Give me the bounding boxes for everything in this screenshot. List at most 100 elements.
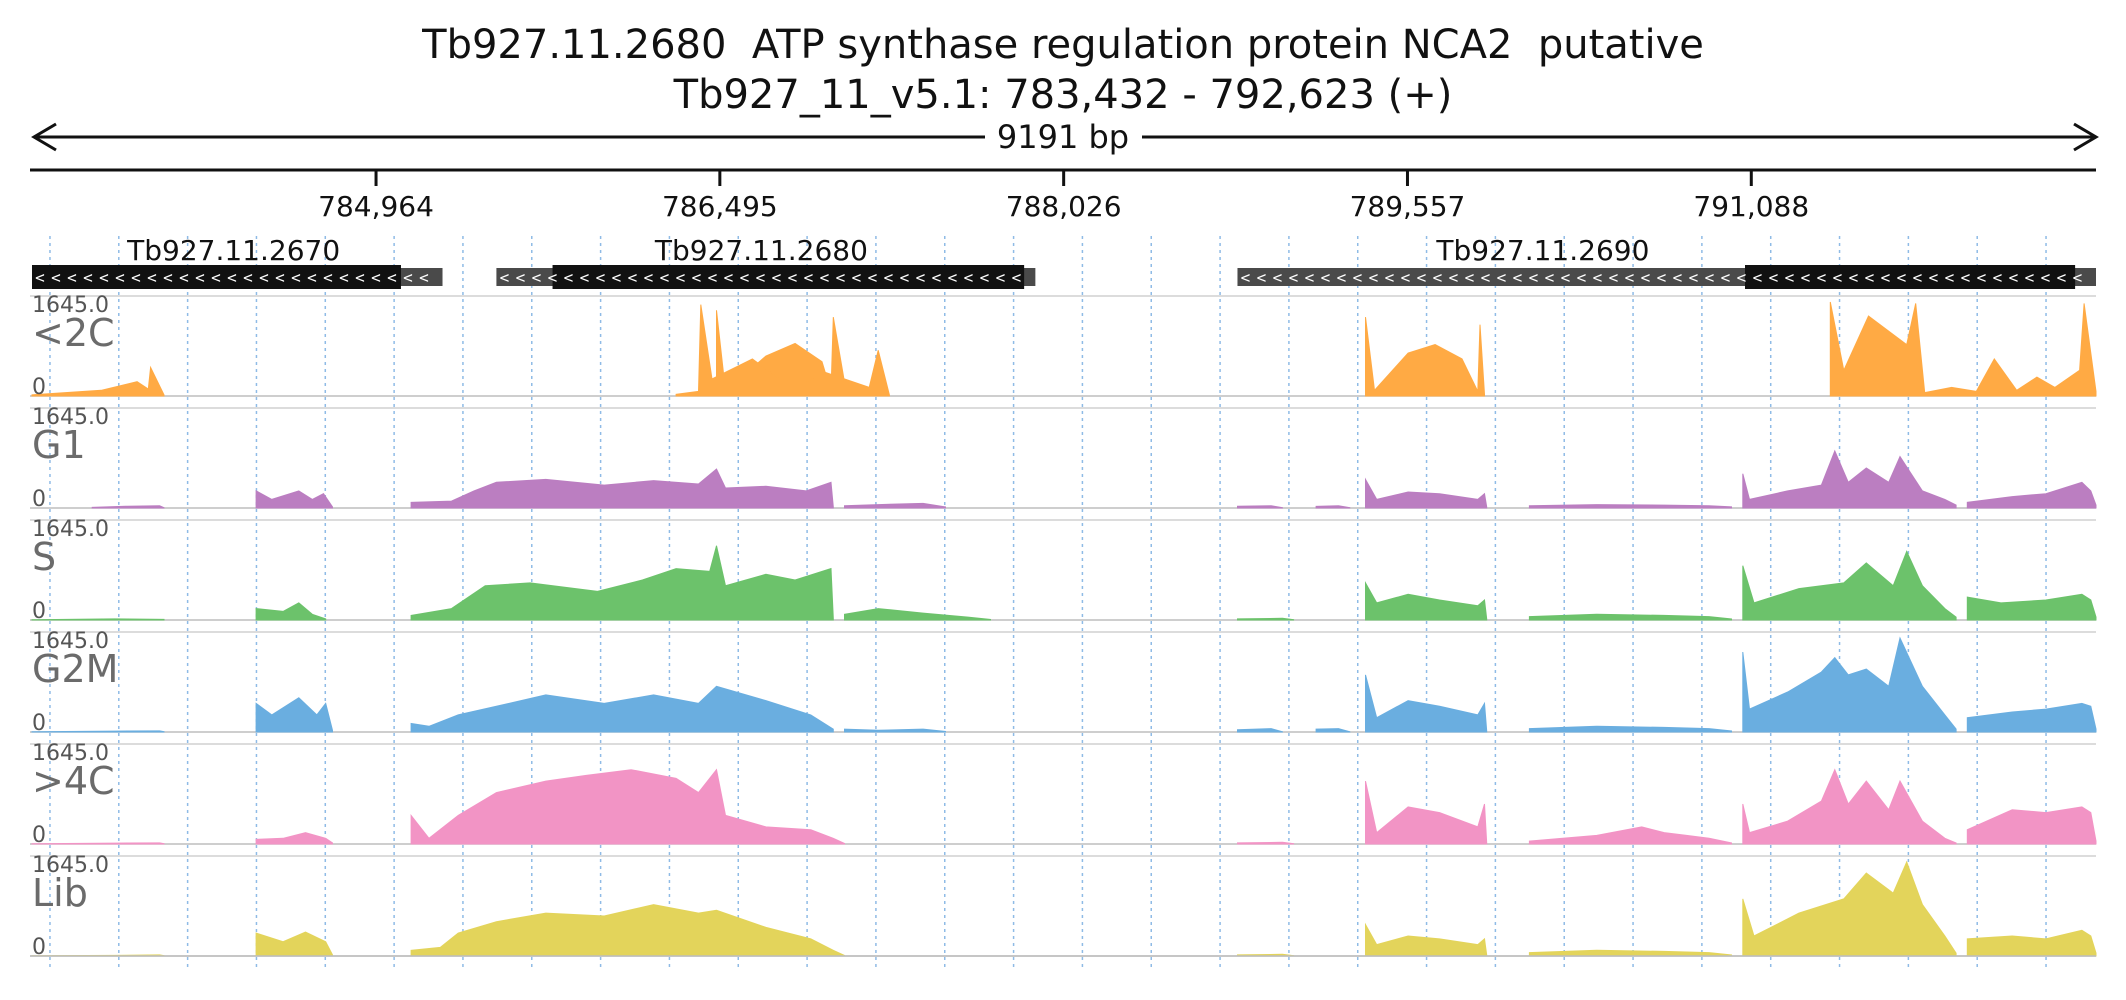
gene-track: < < < < < < < < < < < < < < < < < < < < < < < < <Tb927.11.2670< <… [32, 234, 2096, 289]
track-name: >4C [32, 759, 115, 803]
track-5: 1645.0 0 Lib [30, 853, 2097, 960]
gene-label: Tb927.11.2670 [126, 234, 340, 267]
coverage-area [410, 545, 834, 621]
strand-arrow: < [259, 268, 269, 287]
strand-arrow: < [804, 268, 814, 287]
strand-arrow: < [660, 268, 670, 287]
strand-arrow: < [1737, 268, 1747, 287]
strand-arrow: < [916, 268, 926, 287]
strand-arrow: < [1753, 268, 1763, 287]
coverage-area [1528, 725, 1732, 733]
coverage-area [31, 618, 165, 621]
strand-arrow: < [2025, 268, 2035, 287]
coverage-area [1315, 505, 1351, 509]
track-ymax-label: 1645.0 [32, 629, 109, 654]
coverage-area [1829, 301, 2097, 397]
coverage-area [1315, 728, 1351, 733]
coverage-area [1742, 768, 1957, 845]
strand-arrow: < [1321, 268, 1331, 287]
axis-tick-label: 784,964 [318, 190, 434, 223]
strand-arrow: < [900, 268, 910, 287]
track-ymin-label: 0 [32, 711, 46, 736]
coverage-area [255, 832, 333, 845]
track-0: 1645.0 0 <2C [30, 293, 2097, 400]
track-name: G1 [32, 423, 86, 467]
coverage-area [675, 304, 890, 397]
track-name: G2M [32, 647, 118, 691]
span-arrow-right-head [2073, 122, 2099, 152]
gene-Tb927.11.2680: < < < < < < < < < < < < < < < < < < < < < < < < < < < < < < < < <Tb927.1… [496, 234, 1036, 289]
strand-arrow: < [964, 268, 974, 287]
coverage-area [255, 602, 327, 621]
coverage-area [31, 730, 165, 733]
strand-arrow: < [724, 268, 734, 287]
strand-arrow: < [403, 268, 413, 287]
axis-tick-label: 789,557 [1350, 190, 1466, 223]
track-3: 1645.0 0 G2M [30, 629, 2097, 736]
track-ymax-label: 1645.0 [32, 741, 109, 766]
axis-tick-label: 791,088 [1693, 190, 1809, 223]
coverage-area [410, 904, 845, 957]
strand-arrow: < [1817, 268, 1827, 287]
strand-arrow: < [387, 268, 397, 287]
gene-cds [1745, 265, 2076, 289]
strand-arrow: < [195, 268, 205, 287]
coverage-area [1742, 449, 1957, 509]
coverage-area [1966, 929, 2097, 957]
strand-arrow: < [1529, 268, 1539, 287]
coverage-area [31, 365, 165, 397]
coverage-area [1528, 613, 1732, 621]
strand-arrow: < [676, 268, 686, 287]
coverage-area [1966, 702, 2097, 733]
strand-arrow: < [772, 268, 782, 287]
strand-arrow: < [596, 268, 606, 287]
coverage-area [255, 490, 333, 509]
track-ymin-label: 0 [32, 935, 46, 960]
strand-arrow: < [1465, 268, 1475, 287]
strand-arrow: < [1385, 268, 1395, 287]
strand-arrow: < [1513, 268, 1523, 287]
gene-Tb927.11.2670: < < < < < < < < < < < < < < < < < < < < < < < < <Tb927.11.2670 [32, 234, 443, 289]
coverage-area [1528, 826, 1732, 845]
strand-arrow: < [227, 268, 237, 287]
strand-arrow: < [339, 268, 349, 287]
track-name: <2C [32, 311, 115, 355]
track-ymin-label: 0 [32, 599, 46, 624]
strand-arrow: < [708, 268, 718, 287]
strand-arrow: < [1369, 268, 1379, 287]
strand-arrow: < [1481, 268, 1491, 287]
coverage-area [1365, 780, 1488, 845]
strand-arrow: < [1881, 268, 1891, 287]
strand-arrow: < [1609, 268, 1619, 287]
strand-arrow: < [1353, 268, 1363, 287]
strand-arrow: < [1897, 268, 1907, 287]
span-arrow-left-head [31, 122, 57, 152]
strand-arrow: < [1545, 268, 1555, 287]
strand-arrow: < [836, 268, 846, 287]
coverage-area [1742, 636, 1957, 733]
strand-arrow: < [1625, 268, 1635, 287]
strand-arrow: < [1641, 268, 1651, 287]
strand-arrow: < [532, 268, 542, 287]
strand-arrow: < [1673, 268, 1683, 287]
strand-arrow: < [1833, 268, 1843, 287]
track-ymin-label: 0 [32, 823, 46, 848]
gene-label: Tb927.11.2680 [654, 234, 868, 267]
strand-arrow: < [355, 268, 365, 287]
strand-arrow: < [1993, 268, 2003, 287]
coverage-area [1742, 550, 1957, 621]
strand-arrow: < [788, 268, 798, 287]
strand-arrow: < [612, 268, 622, 287]
strand-arrow: < [1273, 268, 1283, 287]
strand-arrow: < [1945, 268, 1955, 287]
coverage-area [1966, 481, 2097, 509]
track-name: Lib [32, 871, 88, 915]
strand-arrow: < [1497, 268, 1507, 287]
chart-title: Tb927.11.2680 ATP synthase regulation pr… [422, 22, 1704, 68]
coverage-area [410, 685, 834, 733]
strand-arrow: < [1305, 268, 1315, 287]
strand-arrow: < [243, 268, 253, 287]
gene-cds [552, 265, 1025, 289]
coverage-area [844, 502, 946, 509]
strand-arrow: < [1865, 268, 1875, 287]
